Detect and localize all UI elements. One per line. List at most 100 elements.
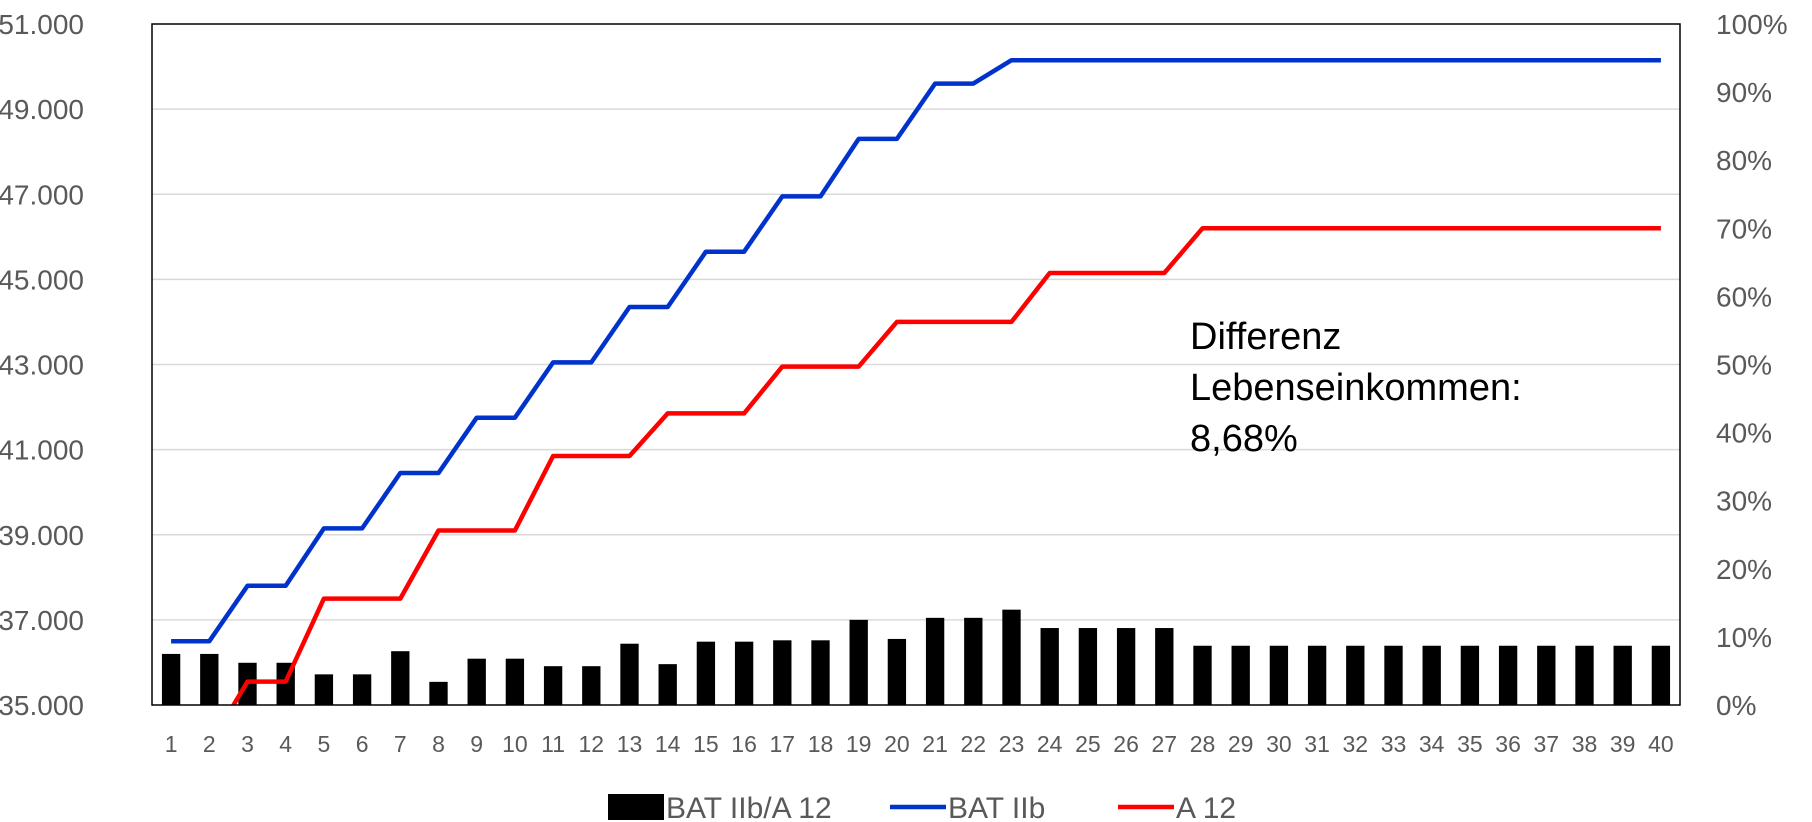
- bar: [925, 617, 945, 705]
- series-line-bat-iib: [171, 57, 1661, 644]
- bar: [1231, 645, 1250, 705]
- bar: [1651, 645, 1671, 705]
- left-tick-label: 45.000: [0, 264, 84, 295]
- bar: [1498, 645, 1518, 705]
- bar: [582, 666, 601, 705]
- x-tick-label: 34: [1419, 731, 1445, 757]
- x-tick-label: 10: [502, 731, 528, 757]
- bar: [1002, 609, 1021, 705]
- gridlines: [152, 108, 1680, 621]
- right-tick-label: 20%: [1716, 554, 1772, 585]
- right-tick-label: 100%: [1716, 9, 1788, 40]
- left-tick-label: 35.000: [0, 690, 84, 721]
- plot-area-frame: [151, 23, 1681, 706]
- bar: [352, 674, 372, 705]
- right-tick-label: 70%: [1716, 213, 1772, 244]
- bar: [429, 681, 448, 705]
- bar: [1078, 628, 1098, 705]
- x-tick-label: 20: [884, 731, 910, 757]
- x-tick-label: 15: [693, 731, 719, 757]
- bar: [200, 653, 219, 705]
- right-tick-label: 80%: [1716, 145, 1772, 176]
- bar: [696, 641, 716, 705]
- x-tick-label: 2: [203, 731, 216, 757]
- x-tick-label: 30: [1266, 731, 1292, 757]
- bar: [1613, 645, 1632, 705]
- x-tick-label: 18: [808, 731, 834, 757]
- x-tick-label: 36: [1495, 731, 1521, 757]
- right-tick-label: 30%: [1716, 486, 1772, 517]
- x-tick-label: 8: [432, 731, 445, 757]
- legend-label: A 12: [1176, 792, 1236, 822]
- left-tick-label: 39.000: [0, 520, 84, 551]
- left-tick-label: 43.000: [0, 350, 84, 381]
- right-tick-label: 0%: [1716, 690, 1756, 721]
- x-tick-label: 13: [617, 731, 643, 757]
- bar: [734, 641, 754, 705]
- lifetime-income-annotation: Differenz Lebenseinkommen: 8,68%: [1190, 316, 1522, 460]
- left-tick-label: 49.000: [0, 94, 84, 125]
- bar: [1116, 628, 1136, 705]
- x-tick-label: 26: [1113, 731, 1139, 757]
- annotation-line: 8,68%: [1190, 418, 1298, 460]
- legend-swatch: [608, 794, 664, 820]
- bar: [505, 658, 525, 705]
- x-tick-label: 16: [731, 731, 757, 757]
- bar: [811, 640, 830, 705]
- bar: [391, 651, 410, 705]
- x-tick-label: 23: [999, 731, 1025, 757]
- annotation-line: Lebenseinkommen:: [1190, 367, 1522, 409]
- series-line-a-12: [230, 226, 1661, 705]
- x-axis-ticks: 1 2 3 4 5 6 7 8 9 10 11 12 13 14 15 16 17 18 19 20 21 22 23 24 2…: [165, 731, 1674, 757]
- x-tick-label: 29: [1228, 731, 1254, 757]
- bar: [887, 638, 907, 705]
- legend-label: BAT IIb/A 12: [666, 792, 832, 822]
- bar: [964, 617, 983, 705]
- bar: [1384, 645, 1403, 705]
- right-tick-label: 50%: [1716, 350, 1772, 381]
- x-tick-label: 37: [1534, 731, 1560, 757]
- left-tick-label: 41.000: [0, 435, 84, 466]
- right-tick-label: 60%: [1716, 281, 1772, 312]
- x-tick-label: 4: [279, 731, 292, 757]
- x-tick-label: 40: [1648, 731, 1674, 757]
- x-tick-label: 25: [1075, 731, 1101, 757]
- x-tick-label: 1: [165, 731, 178, 757]
- x-tick-label: 3: [241, 731, 254, 757]
- x-tick-label: 6: [356, 731, 369, 757]
- bar: [1422, 645, 1441, 705]
- x-tick-label: 33: [1381, 731, 1407, 757]
- x-tick-label: 24: [1037, 731, 1063, 757]
- left-axis-ticks: 35.000 37.000 39.000 41.000 43.000 45.000 47.0…: [0, 9, 84, 721]
- x-tick-label: 19: [846, 731, 872, 757]
- bar: [1193, 645, 1212, 705]
- right-tick-label: 40%: [1716, 418, 1772, 449]
- x-tick-label: 14: [655, 731, 681, 757]
- x-tick-label: 9: [470, 731, 483, 757]
- x-tick-label: 27: [1152, 731, 1178, 757]
- x-tick-label: 21: [922, 731, 948, 757]
- bar: [1460, 645, 1480, 705]
- bar: [1307, 645, 1327, 705]
- bar: [1537, 645, 1556, 705]
- x-tick-label: 5: [318, 731, 331, 757]
- bar: [1155, 628, 1174, 705]
- bar: [314, 674, 334, 705]
- bar: [467, 658, 486, 705]
- bar: [1269, 645, 1289, 705]
- left-tick-label: 51.000: [0, 9, 84, 40]
- x-tick-label: 7: [394, 731, 407, 757]
- bar-series: [161, 609, 1671, 705]
- x-tick-label: 12: [579, 731, 605, 757]
- right-tick-label: 10%: [1716, 622, 1772, 653]
- right-tick-label: 90%: [1716, 77, 1772, 108]
- bar: [161, 653, 181, 705]
- legend: BAT IIb/A 12 BAT IIb A 12: [608, 792, 1236, 822]
- x-tick-label: 11: [541, 731, 565, 757]
- x-tick-label: 39: [1610, 731, 1636, 757]
- x-tick-label: 35: [1457, 731, 1483, 757]
- bar: [773, 640, 792, 705]
- bar: [620, 643, 639, 705]
- bar: [658, 664, 677, 705]
